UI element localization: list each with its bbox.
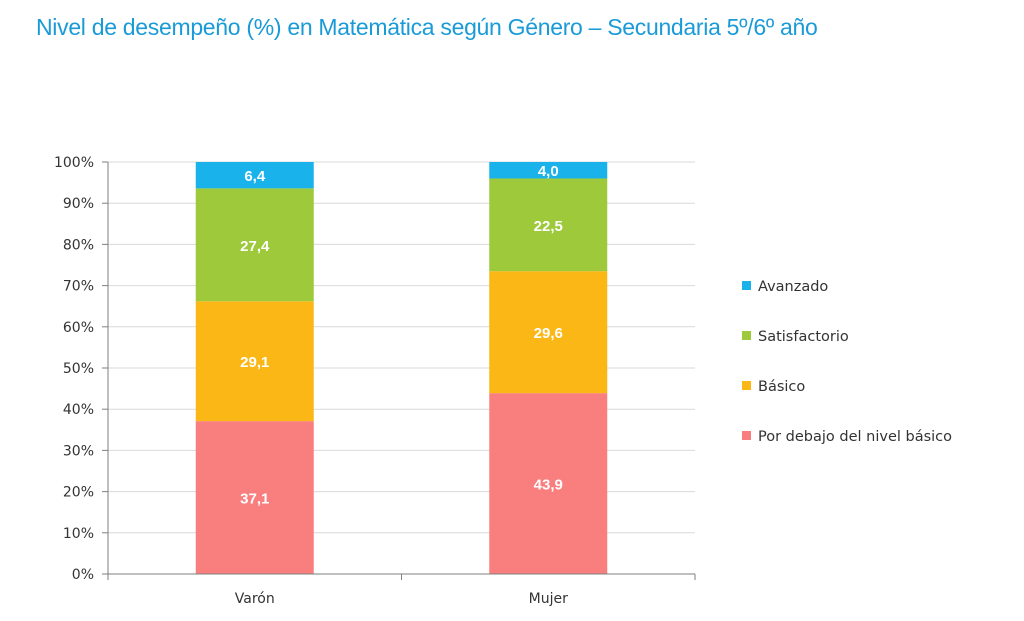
legend-swatch [742, 381, 751, 390]
y-tick-label: 50% [63, 361, 94, 377]
axes: 0% 10% 20% 30% 40% 50% 60% 70% 80% 90% 100% Varón Mu… [54, 155, 696, 607]
legend-swatch [742, 281, 751, 290]
y-tick-label: 30% [63, 443, 94, 459]
bar-segment [489, 178, 608, 272]
y-tick-label: 20% [63, 485, 94, 501]
y-tick-label: 80% [63, 237, 94, 253]
data-label: 27,4 [240, 238, 270, 255]
bar-segment [195, 162, 314, 189]
legend: Avanzado Satisfactorio Básico Por debajo de… [742, 279, 952, 445]
bar-segment [195, 421, 314, 574]
data-label: 4,0 [538, 163, 559, 180]
bar-segment [489, 271, 608, 394]
legend-label: Satisfactorio [758, 329, 849, 345]
chart-title: Nivel de desempeño (%) en Matemática seg… [36, 14, 818, 40]
bars: 37,1 29,1 27,4 6,4 43,9 29,6 22,5 4,0 [195, 162, 608, 574]
x-category-label: Varón [235, 591, 275, 607]
legend-swatch [742, 431, 751, 440]
data-label: 29,1 [240, 354, 269, 371]
y-tick-label: 100% [54, 155, 94, 171]
data-label: 37,1 [240, 491, 269, 508]
data-label: 43,9 [534, 477, 563, 494]
bar-segment [195, 188, 314, 302]
y-tick-label: 40% [63, 402, 94, 418]
data-label: 29,6 [534, 325, 563, 342]
bar-segment [195, 301, 314, 422]
bar-segment [489, 393, 608, 574]
y-tick-label: 60% [63, 320, 94, 336]
y-tick-label: 0% [72, 567, 94, 583]
x-category-label: Mujer [529, 591, 568, 607]
data-label: 6,4 [244, 168, 266, 185]
bar-segment [489, 162, 608, 179]
legend-swatch [742, 331, 751, 340]
y-tick-label: 10% [63, 526, 94, 542]
y-tick-label: 70% [63, 279, 94, 295]
legend-label: Básico [758, 379, 805, 395]
legend-label: Avanzado [758, 279, 828, 295]
legend-label: Por debajo del nivel básico [758, 429, 952, 445]
y-tick-label: 90% [63, 196, 94, 212]
data-label: 22,5 [534, 218, 563, 235]
